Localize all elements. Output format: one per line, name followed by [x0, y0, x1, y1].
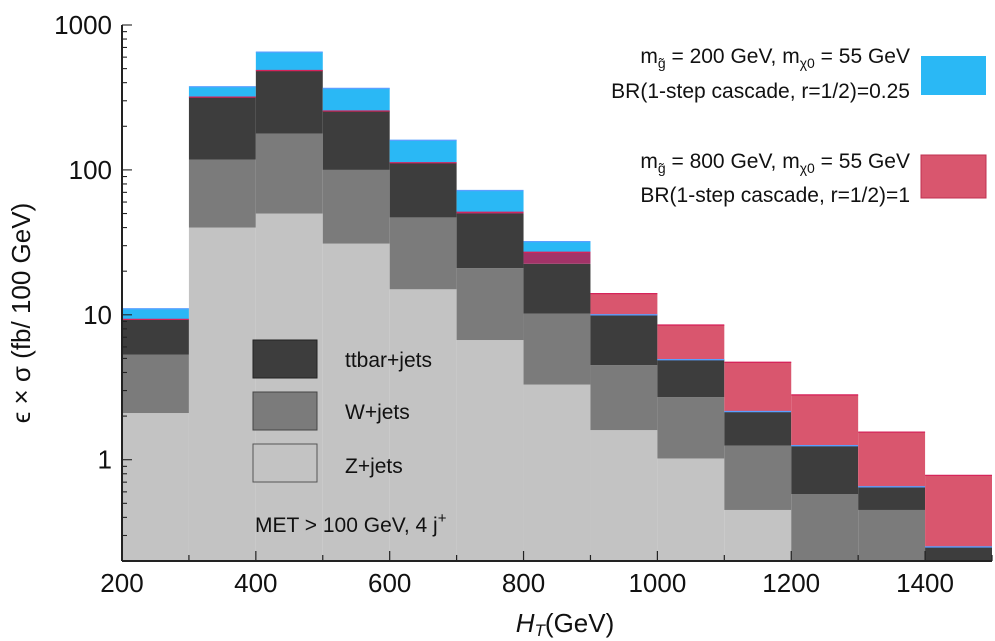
- bar-wjets-2: [255, 133, 323, 214]
- bar-zjets-4: [389, 289, 457, 561]
- bar-signal-excess-6: [523, 241, 591, 253]
- stacked-bars: [122, 51, 992, 562]
- bar-ttbar-8: [657, 359, 725, 398]
- bar-wjets-3: [322, 169, 390, 244]
- signal1-label-line1: mg̃ = 200 GeV, mχ0 = 55 GeV: [640, 45, 910, 71]
- bar-zjets-2: [255, 213, 323, 562]
- bar-wjets-6: [523, 313, 591, 385]
- bar-ttbar-9: [724, 411, 792, 446]
- bar-zjets-7: [590, 430, 658, 561]
- bar-wjets-8: [657, 397, 725, 459]
- bar-ttbar-6: [523, 263, 591, 314]
- signal2-swatch: [920, 154, 987, 199]
- bar-zjets-1: [188, 227, 256, 561]
- bar-signal-excess-3: [322, 88, 390, 111]
- bar-signal-excess-2: [255, 52, 323, 71]
- y-tick-label-1: 1: [98, 445, 112, 475]
- legend-swatch-ttbar: [252, 339, 318, 379]
- signal-legend: mg̃ = 200 GeV, mχ0 = 55 GeV BR(1-step ca…: [611, 45, 987, 207]
- bar-zjets-6: [523, 384, 591, 561]
- x-tick-label-800: 800: [502, 568, 545, 598]
- y-axis: 1 10 100 1000: [54, 10, 132, 562]
- bar-wjets-5: [456, 268, 524, 341]
- bar-signal-excess-0: [122, 308, 189, 320]
- bar-wjets-1: [188, 159, 256, 228]
- bar-wjets-0: [122, 354, 189, 414]
- bar-signal-excess-1: [188, 86, 256, 98]
- bar-ttbar-7: [590, 314, 658, 366]
- plot-frame: [121, 25, 992, 562]
- x-tick-label-1400: 1400: [896, 568, 954, 598]
- bar-signal-excess-12: [925, 475, 992, 547]
- legend-label-ttbar: ttbar+jets: [345, 349, 432, 372]
- bar-ttbar-0: [122, 319, 189, 355]
- background-legend: ttbar+jets W+jets Z+jets MET > 100 GeV, …: [252, 339, 447, 537]
- x-tick-label-600: 600: [368, 568, 411, 598]
- bar-signal-excess-4: [389, 140, 457, 163]
- y-tick-label-100: 100: [69, 155, 112, 185]
- bar-ttbar-3: [322, 110, 390, 170]
- x-tick-label-200: 200: [100, 568, 143, 598]
- bar-wjets-11: [858, 509, 926, 561]
- bar-signal-excess-8: [657, 325, 725, 360]
- signal2-label-line1: mg̃ = 800 GeV, mχ0 = 55 GeV: [640, 150, 910, 176]
- x-tick-label-1000: 1000: [628, 568, 686, 598]
- y-tick-label-10: 10: [83, 300, 112, 330]
- legend-label-wjets: W+jets: [345, 401, 410, 424]
- legend-swatch-wjets: [252, 391, 318, 431]
- bar-wjets-4: [389, 217, 457, 290]
- signal2-label-line2: BR(1-step cascade, r=1/2)=1: [640, 184, 910, 207]
- bar-zjets-5: [456, 340, 524, 561]
- legend-swatch-zjets: [252, 443, 318, 483]
- legend-label-zjets: Z+jets: [345, 455, 403, 478]
- x-axis: 200 400 600 800 1000 1200 1400: [100, 551, 993, 598]
- bar-zjets-8: [657, 458, 725, 561]
- x-tick-label-400: 400: [234, 568, 277, 598]
- bar-ttbar-11: [858, 486, 926, 510]
- bar-signal-overlap-6: [523, 252, 591, 264]
- bar-signal-excess-11: [858, 432, 926, 487]
- bar-zjets-9: [724, 509, 792, 561]
- bar-signal-excess-9: [724, 362, 792, 412]
- bar-ttbar-2: [255, 70, 323, 134]
- x-axis-title: HT(GeV): [516, 608, 615, 640]
- signal1-swatch: [921, 56, 986, 95]
- bar-signal-excess-10: [791, 394, 859, 446]
- bar-ttbar-5: [456, 213, 524, 269]
- bar-ttbar-10: [791, 445, 859, 494]
- y-tick-label-1000: 1000: [54, 10, 112, 40]
- bar-ttbar-4: [389, 162, 457, 218]
- bar-wjets-7: [590, 365, 658, 431]
- bar-ttbar-1: [188, 97, 256, 160]
- y-axis-title: ϵ × σ (fb/ 100 GeV): [6, 203, 36, 423]
- selection-annotation: MET > 100 GeV, 4 j+: [255, 510, 447, 537]
- x-tick-label-1200: 1200: [762, 568, 820, 598]
- bar-signal-excess-5: [456, 190, 524, 213]
- bar-ttbar-12: [925, 546, 992, 561]
- bar-signal-excess-7: [590, 293, 658, 315]
- bar-zjets-3: [322, 243, 390, 561]
- signal1-label-line2: BR(1-step cascade, r=1/2)=0.25: [611, 80, 910, 103]
- bar-wjets-9: [724, 445, 792, 510]
- bar-wjets-10: [791, 493, 859, 561]
- bar-zjets-0: [122, 413, 189, 561]
